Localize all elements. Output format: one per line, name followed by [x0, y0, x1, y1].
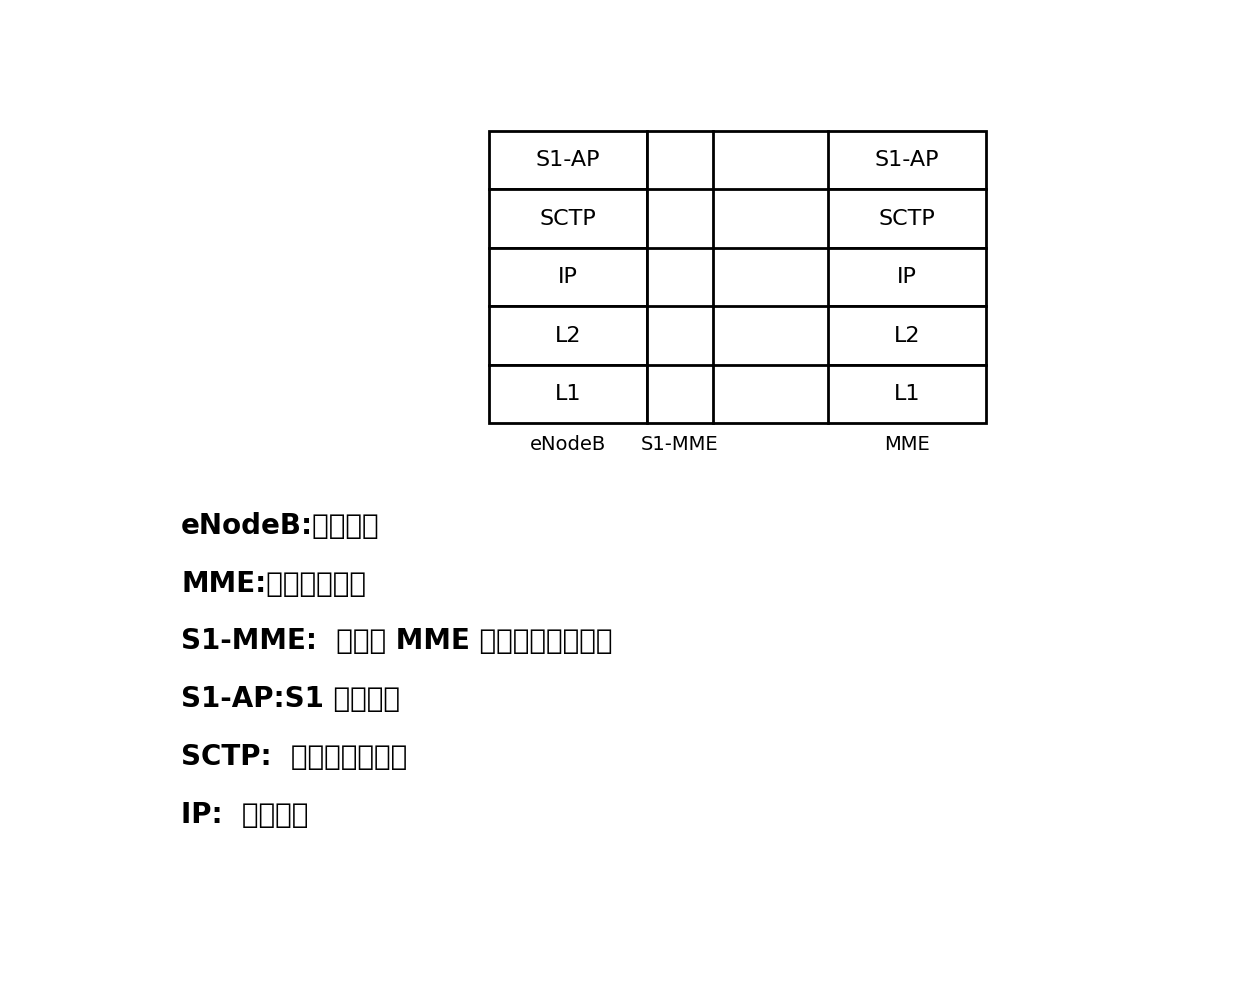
- Bar: [828, 365, 986, 423]
- Text: L2: L2: [894, 326, 920, 346]
- Text: MME:移动管理实体: MME:移动管理实体: [181, 570, 366, 597]
- Text: eNodeB:演进基站: eNodeB:演进基站: [181, 512, 379, 540]
- Text: IP: IP: [558, 267, 578, 287]
- Bar: [490, 365, 647, 423]
- Text: eNodeB: eNodeB: [529, 435, 606, 454]
- Bar: [828, 131, 986, 189]
- Text: S1-MME: S1-MME: [641, 435, 719, 454]
- Bar: [490, 306, 647, 365]
- Text: SCTP:  流控制传输协议: SCTP: 流控制传输协议: [181, 743, 408, 771]
- Bar: [490, 248, 647, 306]
- Text: S1-MME:  基站和 MME 之间的控制面接口: S1-MME: 基站和 MME 之间的控制面接口: [181, 627, 613, 655]
- Text: L1: L1: [554, 384, 582, 405]
- Bar: [828, 189, 986, 248]
- Text: L1: L1: [894, 384, 920, 405]
- Text: S1-AP: S1-AP: [874, 150, 939, 170]
- Text: MME: MME: [884, 435, 930, 454]
- Text: SCTP: SCTP: [539, 209, 596, 229]
- Bar: [490, 189, 647, 248]
- Bar: [647, 131, 713, 423]
- Text: IP:  网际协议: IP: 网际协议: [181, 801, 309, 829]
- Text: S1-AP: S1-AP: [536, 150, 600, 170]
- Text: SCTP: SCTP: [879, 209, 935, 229]
- Bar: [490, 131, 647, 189]
- Text: L2: L2: [554, 326, 582, 346]
- Text: IP: IP: [897, 267, 916, 287]
- Bar: [828, 306, 986, 365]
- Bar: [828, 248, 986, 306]
- Text: S1-AP:S1 应用协议: S1-AP:S1 应用协议: [181, 685, 401, 714]
